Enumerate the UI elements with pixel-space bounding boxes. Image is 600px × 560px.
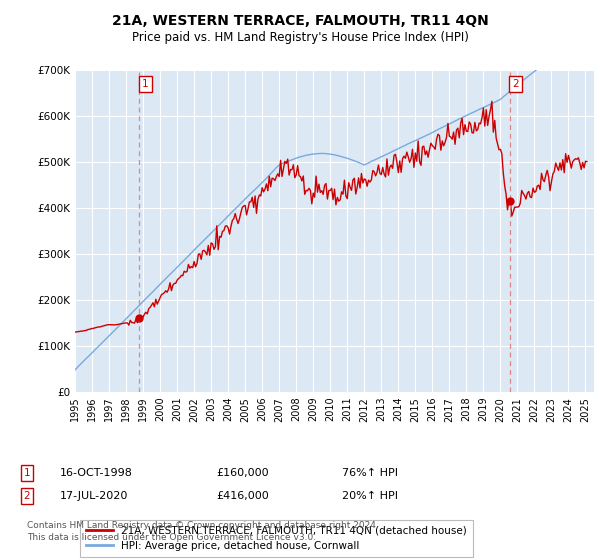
Text: 2: 2 <box>512 79 519 89</box>
Text: £160,000: £160,000 <box>216 468 269 478</box>
Legend: 21A, WESTERN TERRACE, FALMOUTH, TR11 4QN (detached house), HPI: Average price, d: 21A, WESTERN TERRACE, FALMOUTH, TR11 4QN… <box>80 520 473 557</box>
Text: 16-OCT-1998: 16-OCT-1998 <box>60 468 133 478</box>
Text: £416,000: £416,000 <box>216 491 269 501</box>
Text: This data is licensed under the Open Government Licence v3.0.: This data is licensed under the Open Gov… <box>27 533 316 542</box>
Text: Contains HM Land Registry data © Crown copyright and database right 2024.: Contains HM Land Registry data © Crown c… <box>27 521 379 530</box>
Text: 17-JUL-2020: 17-JUL-2020 <box>60 491 128 501</box>
Text: 2: 2 <box>23 491 31 501</box>
Text: 20%↑ HPI: 20%↑ HPI <box>342 491 398 501</box>
Text: 1: 1 <box>142 79 149 89</box>
Text: 76%↑ HPI: 76%↑ HPI <box>342 468 398 478</box>
Text: Price paid vs. HM Land Registry's House Price Index (HPI): Price paid vs. HM Land Registry's House … <box>131 31 469 44</box>
Text: 1: 1 <box>23 468 31 478</box>
Text: 21A, WESTERN TERRACE, FALMOUTH, TR11 4QN: 21A, WESTERN TERRACE, FALMOUTH, TR11 4QN <box>112 14 488 28</box>
